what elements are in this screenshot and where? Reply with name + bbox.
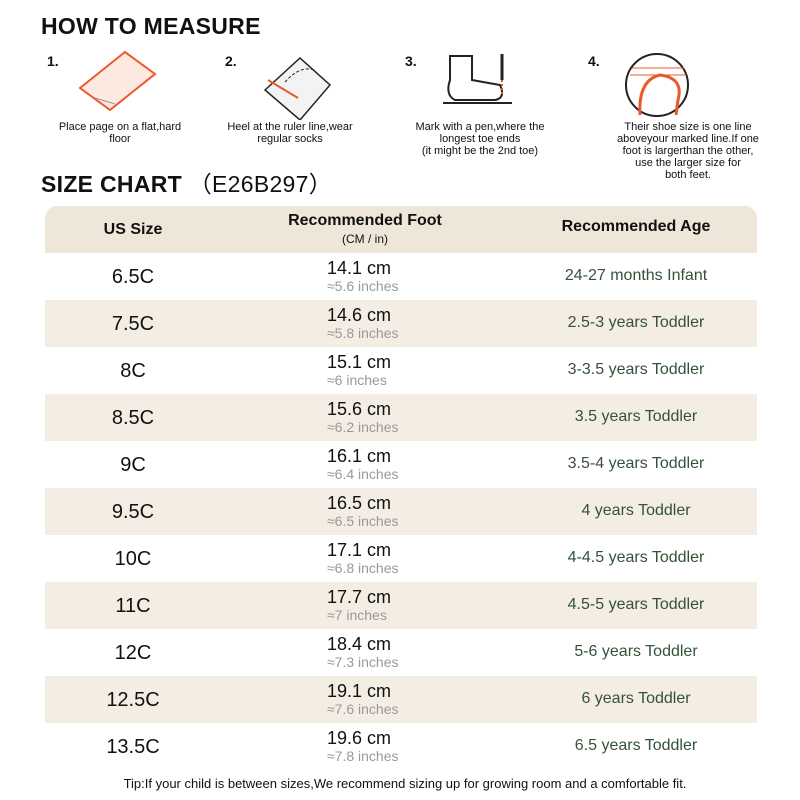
size-cell: 9.5C (111, 501, 155, 523)
cm-cell: 19.1 cm (327, 681, 392, 701)
size-cell: 9C (120, 454, 146, 476)
header-row: US Size Recommended Foot (CM / in) Recommen… (45, 206, 757, 253)
header-cell: US Size (103, 221, 163, 238)
tip: Tip:If your child is between sizes,We re… (123, 776, 687, 791)
age-cell: 2.5-3 years Toddler (567, 314, 705, 331)
table-row: 12C 18.4 cm ≈7.3 inches 5-6 years Toddler (45, 629, 757, 676)
cm-cell: 17.1 cm (327, 540, 392, 560)
step-number: 1. (47, 53, 59, 69)
table-row: 6.5C 14.1 cm ≈5.6 inches 24-27 months Infan… (45, 253, 757, 300)
caption-line: floor (109, 133, 131, 145)
measure-title: HOW TO MEASURE (41, 13, 261, 39)
table-row: 12.5C 19.1 cm ≈7.6 inches 6 years Toddler (45, 676, 757, 723)
table-row: 9C 16.1 cm ≈6.4 inches 3.5-4 years Toddler (45, 441, 757, 488)
inch-cell: ≈6.2 inches (327, 419, 399, 435)
step-caption: Place page on a flat,hard floor (30, 121, 210, 145)
size-cell: 7.5C (111, 313, 155, 335)
caption-line: (it might be the 2nd toe) (421, 145, 539, 157)
inch-cell: ≈6.5 inches (327, 513, 399, 529)
age-cell: 5-6 years Toddler (574, 643, 698, 660)
age-cell: 4.5-5 years Toddler (567, 596, 705, 613)
table-row: 9.5C 16.5 cm ≈6.5 inches 4 years Toddler (45, 488, 757, 535)
caption-line: Mark with a pen,where the (415, 121, 545, 133)
icon-heel (263, 56, 332, 120)
age-cell: 6 years Toddler (581, 690, 691, 707)
age-cell: 24-27 months Infant (564, 267, 708, 284)
age-cell: 4-4.5 years Toddler (567, 549, 705, 566)
age-cell: 3-3.5 years Toddler (567, 361, 705, 378)
caption-line: foot is largerthan the other, (622, 145, 754, 157)
size-chart-title: SIZE CHART （E26B297） (41, 165, 332, 199)
inch-cell: ≈6.4 inches (327, 466, 399, 482)
step-number: 2. (225, 53, 237, 69)
inch-cell: ≈5.6 inches (327, 278, 399, 294)
icon-sock (443, 54, 512, 104)
step-caption: Heel at the ruler line,wear regular socks (200, 121, 380, 145)
cm-cell: 16.5 cm (327, 493, 392, 513)
size-cell: 8.5C (111, 407, 155, 429)
chart-title: SIZE CHART (41, 171, 182, 197)
step-number: 4. (588, 53, 600, 69)
cm-cell: 18.4 cm (327, 634, 392, 654)
size-cell: 6.5C (111, 266, 155, 288)
table-row: 13.5C 19.6 cm ≈7.8 inches 6.5 years Toddler (45, 723, 757, 770)
inch-cell: ≈7.3 inches (327, 654, 399, 670)
inch-cell: ≈7.8 inches (327, 748, 399, 764)
cm-cell: 14.1 cm (327, 258, 392, 278)
header-sub: (CM / in) (342, 232, 388, 246)
size-cell: 10C (114, 548, 152, 570)
cm-cell: 15.1 cm (327, 352, 392, 372)
caption-line: use the larger size for (635, 157, 741, 169)
cm-cell: 19.6 cm (327, 728, 392, 748)
age-cell: 4 years Toddler (581, 502, 691, 519)
inch-cell: ≈6 inches (327, 372, 387, 388)
age-cell: 3.5 years Toddler (574, 408, 698, 425)
caption-line: both feet. (665, 169, 711, 181)
size-table: US Size Recommended Foot (CM / in) Recommen… (45, 206, 757, 770)
inch-cell: ≈7.6 inches (327, 701, 399, 717)
table-row: 11C 17.7 cm ≈7 inches 4.5-5 years Toddler (45, 582, 757, 629)
size-cell: 12C (114, 642, 152, 664)
cm-cell: 15.6 cm (327, 399, 392, 419)
age-cell: 6.5 years Toddler (574, 737, 698, 754)
header-cell: Recommended Age (561, 218, 711, 235)
table-row: 8.5C 15.6 cm ≈6.2 inches 3.5 years Toddler (45, 394, 757, 441)
cm-cell: 14.6 cm (327, 305, 392, 325)
size-cell: 12.5C (106, 689, 160, 711)
icon-foot (625, 53, 689, 117)
age-cell: 3.5-4 years Toddler (567, 455, 705, 472)
chart-code: （E26B297） (188, 171, 333, 197)
header-cell: Recommended Foot (288, 212, 442, 229)
table-row: 10C 17.1 cm ≈6.8 inches 4-4.5 years Toddler (45, 535, 757, 582)
step-number: 3. (405, 53, 417, 69)
cm-cell: 16.1 cm (327, 446, 392, 466)
icon-paper (78, 50, 157, 112)
inch-cell: ≈5.8 inches (327, 325, 399, 341)
size-cell: 8C (120, 360, 146, 382)
step-caption: Their shoe size is one line aboveyour mar… (598, 121, 778, 181)
inch-cell: ≈6.8 inches (327, 560, 399, 576)
step-icons (78, 50, 689, 120)
caption-line: Place page on a flat,hard (58, 121, 182, 133)
cm-cell: 17.7 cm (327, 587, 392, 607)
table-row: 7.5C 14.6 cm ≈5.8 inches 2.5-3 years Toddle… (45, 300, 757, 347)
caption-line: regular socks (257, 133, 323, 145)
caption-line: aboveyour marked line.If one (617, 133, 759, 145)
caption-line: longest toe ends (439, 133, 521, 145)
caption-line: Their shoe size is one line (624, 121, 752, 133)
caption-line: Heel at the ruler line,wear (227, 121, 353, 133)
size-cell: 13.5C (106, 736, 160, 758)
inch-cell: ≈7 inches (327, 607, 387, 623)
size-cell: 11C (115, 595, 151, 617)
table-row: 8C 15.1 cm ≈6 inches 3-3.5 years Toddler (45, 347, 757, 394)
step-caption: Mark with a pen,where the longest toe end… (390, 121, 570, 157)
